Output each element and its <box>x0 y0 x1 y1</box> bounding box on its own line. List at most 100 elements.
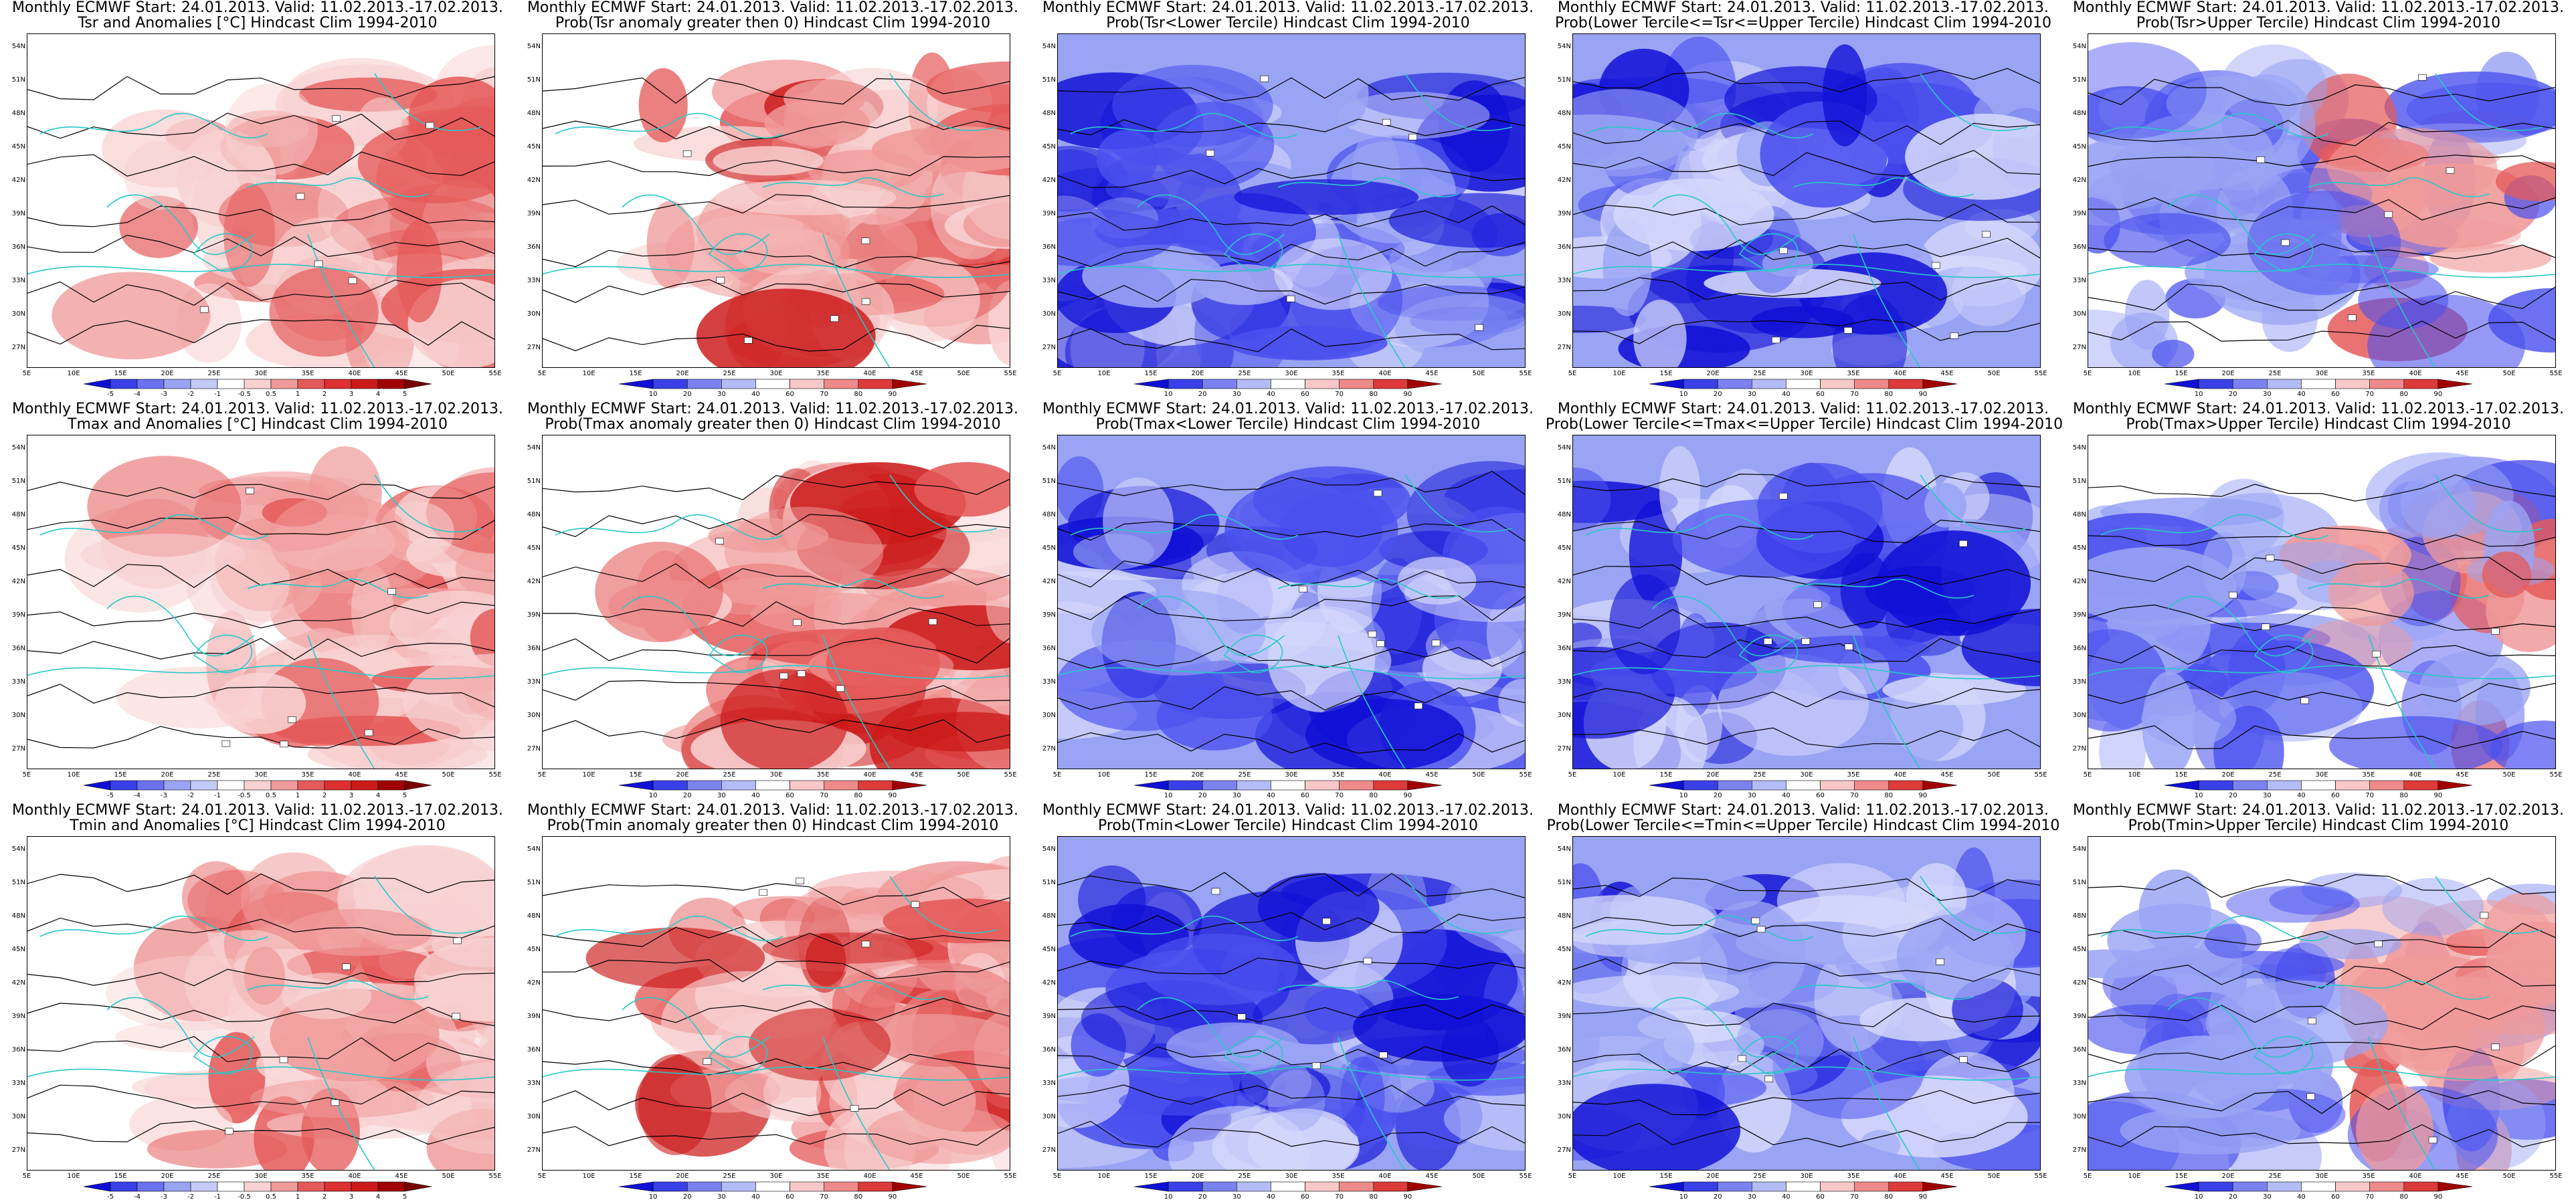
longitude-label: 20E <box>1191 771 1204 779</box>
temperature-isoline <box>2088 645 2556 667</box>
latitude-label: 54N <box>1042 444 1056 452</box>
colorbar-swatch <box>858 780 893 791</box>
colorbar-tick-label: 5 <box>402 391 407 398</box>
colorbar-tick-label: 40 <box>1782 391 1790 398</box>
isoline-label <box>1322 918 1331 925</box>
longitude-label: 50E <box>957 771 970 779</box>
longitude-label: 15E <box>2175 771 2188 779</box>
shaded-field <box>1394 294 1526 361</box>
colorbar <box>1133 379 1443 389</box>
coastline <box>889 876 998 934</box>
isoline-label <box>225 1128 234 1135</box>
temperature-isoline <box>1057 162 1526 189</box>
longitude-label: 20E <box>1706 370 1720 377</box>
longitude-label: 10E <box>1613 771 1626 779</box>
temperature-isoline <box>1572 237 2041 260</box>
colorbar-swatch <box>190 379 218 389</box>
latitude-label: 33N <box>2072 1080 2086 1087</box>
colorbar-tick-label: 20 <box>1713 391 1722 398</box>
latitude-label: 27N <box>1042 344 1056 351</box>
latitude-label: 51N <box>1042 478 1056 485</box>
shaded-field <box>914 462 1010 517</box>
longitude-label: 25E <box>1238 370 1251 377</box>
latitude-label: 42N <box>11 578 25 585</box>
longitude-label: 30E <box>1285 1173 1298 1180</box>
panel-title: Monthly ECMWF Start: 24.01.2013. Valid: … <box>0 401 515 433</box>
colorbar-tick-label: 30 <box>717 1193 726 1201</box>
longitude-label: 45E <box>910 370 923 377</box>
longitude-label: 50E <box>1987 1173 2001 1180</box>
map-plot <box>1057 435 1526 769</box>
latitude-label: 33N <box>11 678 25 686</box>
shaded-field <box>470 609 495 666</box>
longitude-label: 35E <box>301 771 314 779</box>
colorbar-swatch <box>2164 379 2199 389</box>
shaded-field <box>119 195 198 258</box>
longitude-label: 10E <box>2128 771 2141 779</box>
colorbar-tick-label: 10 <box>648 1193 658 1201</box>
coastline <box>374 73 482 131</box>
longitude-label: 50E <box>2502 771 2516 779</box>
colorbar-tick-label: 60 <box>786 792 794 799</box>
longitude-label: 15E <box>629 370 642 377</box>
shaded-field <box>1653 578 1831 621</box>
coastline <box>822 1036 891 1171</box>
isoline-label <box>2266 555 2275 562</box>
colorbar-tick-label: 90 <box>1918 391 1928 398</box>
latitude-label: 51N <box>1042 76 1056 84</box>
panel-title-line2: Prob(Lower Tercile<=Tmax<=Upper Tercile)… <box>1546 416 2063 433</box>
colorbar-swatch <box>2267 780 2302 791</box>
temperature-isoline <box>27 205 495 227</box>
latitude-label: 42N <box>527 578 541 585</box>
temperature-isoline <box>1057 560 1526 588</box>
isoline-label <box>1475 324 1484 331</box>
colorbar-swatch <box>1305 780 1340 791</box>
coastline <box>2167 194 2316 256</box>
shaded-field <box>1226 326 1388 361</box>
colorbar-tick-label: 4 <box>375 792 381 799</box>
colorbar-swatch <box>1649 780 1684 791</box>
shaded-field <box>2358 271 2449 330</box>
panel-title-line1: Monthly ECMWF Start: 24.01.2013. Valid: … <box>1557 802 2049 819</box>
colorbar-swatch <box>1373 1181 1408 1192</box>
isoline-label <box>2418 74 2427 81</box>
colorbar-tick-label: 90 <box>888 1193 897 1201</box>
shaded-field <box>1672 499 1857 578</box>
isoline-label <box>348 277 357 284</box>
isoline-label <box>1260 75 1269 82</box>
temperature-isoline <box>1057 205 1526 231</box>
coastline <box>247 579 429 599</box>
shaded-field <box>2152 340 2195 368</box>
coastline <box>822 635 891 769</box>
coastline <box>2308 980 2490 1000</box>
shaded-field <box>414 937 495 1023</box>
coastline <box>1920 876 2028 934</box>
coastline <box>622 997 770 1058</box>
colorbar-tick-label: -4 <box>134 1193 141 1201</box>
longitude-label: 45E <box>1940 1173 1954 1180</box>
longitude-label: 50E <box>1987 771 2001 779</box>
temperature-isoline <box>27 601 495 629</box>
temperature-isoline <box>27 684 495 708</box>
shaded-field <box>1337 92 1490 139</box>
longitude-label: 25E <box>2268 1173 2282 1180</box>
colorbar-swatch <box>1786 1181 1821 1192</box>
colorbar-tick-label: -1 <box>214 1193 221 1201</box>
temperature-isoline <box>1057 1045 1526 1068</box>
temperature-isoline <box>2088 1124 2556 1148</box>
colorbar-swatch <box>858 379 893 389</box>
latitude-label: 36N <box>527 1046 541 1054</box>
longitude-label: 35E <box>301 370 314 377</box>
colorbar-swatch <box>1373 379 1408 389</box>
longitude-label: 45E <box>910 771 923 779</box>
longitude-label: 30E <box>2315 1173 2328 1180</box>
colorbar-tick-label: 70 <box>1335 792 1344 799</box>
latitude-label: 36N <box>2072 645 2086 652</box>
temperature-isoline <box>1572 688 2041 709</box>
map-frame <box>2088 836 2556 1171</box>
isoline-label <box>342 963 351 971</box>
panel-title-line2: Tsr and Anomalies [°C] Hindcast Clim 199… <box>78 15 438 31</box>
shaded-field <box>182 861 250 933</box>
coastline <box>1652 595 1801 657</box>
shaded-field <box>1438 80 1511 173</box>
